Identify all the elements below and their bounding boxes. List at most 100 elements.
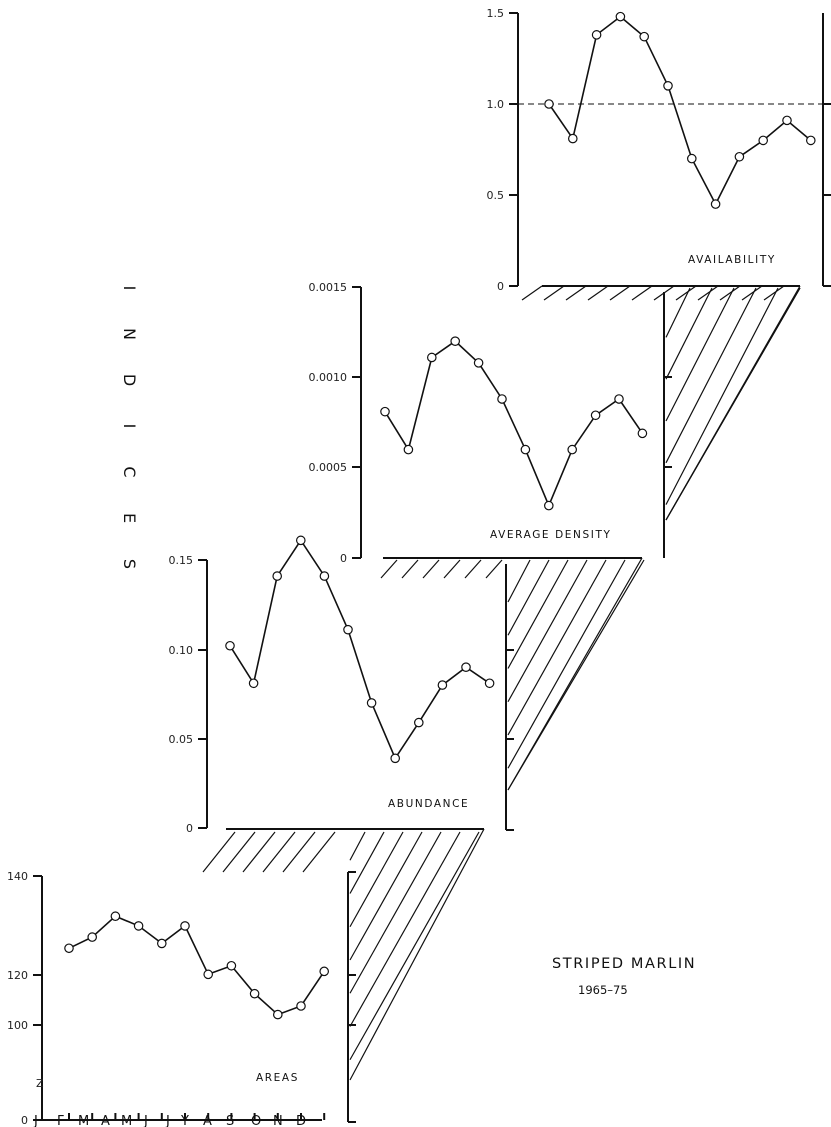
x-tick-label: O	[251, 1114, 261, 1127]
data-point-m-4	[639, 31, 649, 42]
shelf-hatch	[631, 285, 653, 301]
data-point-n-10	[614, 394, 624, 404]
data-point-s-8	[567, 444, 577, 455]
panel-average-density: 0 0.0005 0.0010 0.0015 AVERAGE DENSITY	[309, 281, 648, 565]
shelf-hatch	[302, 831, 336, 873]
x-tick-label: A	[101, 1114, 110, 1127]
data-point-o-9	[272, 1009, 283, 1020]
data-point-j-6	[520, 444, 531, 455]
data-point-m-2	[272, 571, 282, 581]
figure-title: STRIPED MARLIN	[552, 956, 696, 972]
data-point-n-10	[782, 115, 792, 126]
panel-title: ABUNDANCE	[388, 798, 469, 810]
data-point-d-11	[484, 678, 495, 689]
data-point-a-3	[133, 921, 144, 931]
x-tick-label: A	[203, 1114, 212, 1127]
wall-hatch	[665, 287, 691, 338]
data-point-j-5	[663, 81, 673, 91]
y-tick-label: 1.0	[487, 98, 505, 111]
panel-title: AVAILABILITY	[688, 254, 776, 266]
data-point-j-0	[380, 406, 390, 417]
panel-abundance: 0 0.05 0.10 0.15 ABUNDANCE	[169, 535, 495, 835]
shelf-hatch	[521, 285, 543, 301]
data-point-m-4	[473, 358, 484, 368]
y-label-letter: S	[120, 559, 139, 569]
y-tick-label: 0	[340, 552, 347, 565]
data-point-m-2	[426, 352, 437, 363]
data-point-j-0	[225, 640, 235, 651]
data-point-a-7	[226, 960, 237, 971]
x-tick-label: N	[273, 1114, 283, 1127]
x-tick-label: D	[296, 1114, 306, 1127]
panel-title: AVERAGE DENSITY	[490, 529, 611, 541]
wall-hatch	[507, 559, 607, 736]
y-tick-label: 0	[497, 280, 504, 293]
shelf-hatch	[741, 285, 763, 301]
data-point-n-10	[296, 1001, 306, 1011]
shelf-hatch	[464, 559, 482, 579]
y-label-letter: I	[120, 286, 139, 291]
x-tick-label: F	[57, 1114, 64, 1127]
y-tick-label: 0.10	[169, 644, 194, 657]
y-tick-label: 0.0010	[309, 371, 348, 384]
data-point-d-11	[637, 428, 648, 439]
wall-hatch	[665, 287, 779, 505]
y-tick-label: 100	[7, 1019, 28, 1032]
y-tick-label: 0.05	[169, 733, 194, 746]
shelf-hatch	[609, 285, 631, 301]
data-point-m-4	[319, 571, 330, 581]
data-point-j-0	[64, 943, 74, 954]
wall-hatch	[507, 559, 531, 603]
data-point-m-4	[157, 938, 167, 949]
data-point-a-7	[543, 500, 554, 511]
shelf-hatch	[242, 831, 276, 873]
x-tick-label: J	[165, 1114, 170, 1127]
x-tick-label: J	[143, 1114, 148, 1127]
data-point-j-5	[497, 394, 507, 404]
y-label-letter: N	[120, 328, 139, 340]
y-label-letter: I	[120, 424, 139, 429]
wall-hatch	[665, 287, 713, 380]
data-point-j-6	[686, 153, 697, 164]
chart-panels: 0 0.5 1.0 1.5 AVAILABILITY 0 0.0005 0.0010 0.001…	[7, 7, 831, 1127]
data-point-o-9	[590, 410, 601, 421]
data-point-j-5	[343, 624, 353, 635]
panel-title: AREAS	[256, 1072, 299, 1084]
shelf-hatch	[719, 285, 741, 301]
y-tick-label: 0.15	[169, 554, 194, 567]
figure-subtitle: 1965–75	[578, 983, 628, 997]
x-tick-label: M	[121, 1114, 132, 1127]
data-point-d-11	[805, 135, 816, 146]
series-line	[384, 340, 644, 508]
x-tick-label: J	[33, 1114, 38, 1127]
shelf-hatch	[401, 559, 419, 579]
panel-availability: 0 0.5 1.0 1.5 AVAILABILITY	[487, 7, 831, 293]
shelf-hatch	[443, 559, 461, 579]
wall-hatch	[349, 831, 366, 861]
data-point-m-2	[110, 911, 121, 922]
shelf-hatch	[565, 285, 587, 301]
wall-hatch	[507, 559, 626, 769]
y-tick-label: 1.5	[487, 7, 505, 20]
data-point-s-8	[249, 988, 260, 999]
y-tick-label: 0.0015	[309, 281, 348, 294]
data-point-s-8	[413, 717, 424, 728]
y-tick-label: 120	[7, 969, 28, 982]
panel-areas: 0 100 120 140 AREAS	[7, 870, 329, 1127]
y-label-letter: C	[120, 466, 139, 477]
data-point-a-7	[710, 199, 721, 209]
series-line	[68, 915, 325, 1016]
data-point-f-1	[403, 444, 414, 455]
series-line	[229, 538, 491, 760]
data-point-a-3	[295, 535, 306, 546]
data-point-n-10	[461, 662, 471, 672]
shelf-hatch	[422, 559, 440, 579]
y-tick-label: 0.5	[487, 189, 505, 202]
shelf-hatch	[222, 831, 256, 873]
data-point-d-11	[319, 966, 329, 977]
wall-hatch	[349, 831, 442, 994]
data-point-j-5	[180, 921, 190, 931]
data-point-f-1	[567, 133, 578, 144]
data-point-f-1	[87, 932, 97, 942]
